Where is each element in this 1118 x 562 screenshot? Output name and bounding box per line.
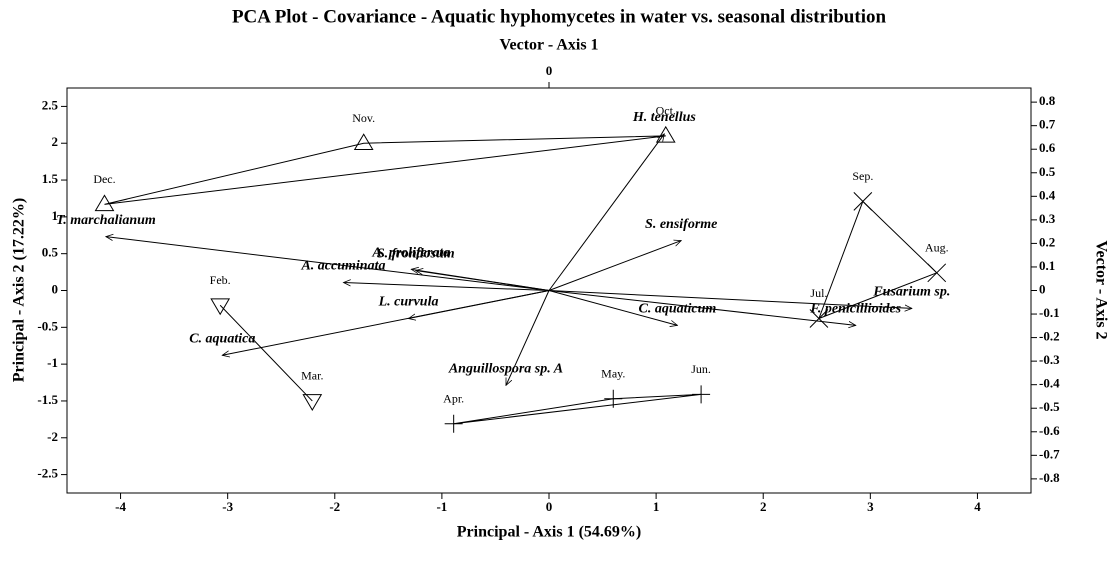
y-tick-label: 0.5 bbox=[42, 245, 59, 260]
y-tick-label: 2.5 bbox=[42, 97, 59, 112]
loading-vector bbox=[548, 290, 912, 309]
x-tick-label: -3 bbox=[222, 499, 233, 514]
y2-tick-label: -0.3 bbox=[1039, 352, 1060, 367]
y-tick-label: -2.5 bbox=[37, 466, 58, 481]
score-label: Aug. bbox=[925, 241, 949, 255]
loading-vector bbox=[548, 134, 664, 291]
season-outline bbox=[818, 200, 938, 320]
vector-label: F. penicillioides bbox=[809, 302, 901, 317]
x-axis-label: Principal - Axis 1 (54.69%) bbox=[457, 524, 641, 541]
y2-tick-label: 0.4 bbox=[1039, 187, 1056, 202]
y2-axis-label: Vector - Axis 2 bbox=[1092, 240, 1109, 339]
y-tick-label: -1 bbox=[47, 355, 58, 370]
score-point bbox=[692, 385, 711, 404]
score-label: Mar. bbox=[301, 369, 323, 383]
x-tick-label: 3 bbox=[867, 499, 874, 514]
y2-tick-label: 0.2 bbox=[1039, 234, 1055, 249]
vector-label: Fusarium sp. bbox=[872, 285, 950, 300]
season-outline bbox=[453, 393, 702, 425]
y-tick-label: 0 bbox=[52, 281, 59, 296]
y-tick-label: 1.5 bbox=[42, 171, 59, 186]
y2-tick-label: 0.3 bbox=[1039, 211, 1056, 226]
loading-vector bbox=[548, 241, 681, 291]
chart-title: PCA Plot - Covariance - Aquatic hyphomyc… bbox=[232, 6, 887, 27]
y2-tick-label: -0.1 bbox=[1039, 305, 1060, 320]
x-tick-label: -2 bbox=[329, 499, 340, 514]
vector-label: S. ensiforme bbox=[645, 217, 717, 232]
loading-vector bbox=[106, 237, 550, 291]
y2-tick-label: 0.6 bbox=[1039, 140, 1056, 155]
vector-label: C. aquatica bbox=[189, 331, 255, 346]
score-label: Apr. bbox=[443, 392, 464, 406]
season-outline bbox=[219, 304, 313, 402]
vector-label: A. accuminata bbox=[300, 259, 385, 274]
x-tick-label: 0 bbox=[546, 499, 553, 514]
score-point bbox=[853, 192, 873, 211]
x-tick-label: -4 bbox=[115, 499, 126, 514]
x2-axis-label: Vector - Axis 1 bbox=[499, 37, 598, 54]
x-tick-label: 4 bbox=[974, 499, 981, 514]
y-tick-label: -1.5 bbox=[37, 392, 58, 407]
y2-tick-label: -0.8 bbox=[1039, 470, 1060, 485]
score-point bbox=[302, 394, 323, 411]
score-point bbox=[809, 309, 829, 328]
x-tick-label: 1 bbox=[653, 499, 660, 514]
y2-tick-label: -0.4 bbox=[1039, 376, 1060, 391]
score-label: Jul. bbox=[810, 286, 827, 300]
y2-tick-label: 0 bbox=[1039, 281, 1046, 296]
loading-vector bbox=[505, 290, 550, 386]
loading-vector bbox=[343, 282, 550, 291]
loading-vector bbox=[548, 290, 677, 326]
x-tick-label: 2 bbox=[760, 499, 767, 514]
score-label: Feb. bbox=[210, 273, 231, 287]
y-tick-label: 2 bbox=[52, 134, 59, 149]
vector-label: H. tenellus bbox=[632, 110, 697, 125]
score-point bbox=[604, 389, 623, 408]
score-point bbox=[927, 263, 947, 283]
score-point bbox=[444, 414, 463, 433]
score-point bbox=[353, 133, 374, 151]
season-outline bbox=[104, 135, 666, 205]
loading-vector bbox=[548, 290, 856, 326]
x2-tick-label: 0 bbox=[546, 63, 553, 78]
vector-label: T. marchalianum bbox=[56, 213, 156, 228]
y-tick-label: -2 bbox=[47, 429, 58, 444]
y2-tick-label: -0.7 bbox=[1039, 446, 1060, 461]
score-label: Sep. bbox=[852, 169, 873, 183]
y2-tick-label: 0.7 bbox=[1039, 117, 1056, 132]
score-point bbox=[94, 194, 115, 212]
y-tick-label: -0.5 bbox=[37, 318, 58, 333]
vector-label: Anguillospora sp. A bbox=[448, 362, 563, 377]
vector-label: S. frondosum bbox=[377, 247, 455, 262]
loading-vector bbox=[416, 270, 550, 291]
y2-tick-label: -0.2 bbox=[1039, 329, 1060, 344]
y2-tick-label: 0.5 bbox=[1039, 164, 1056, 179]
y-axis-label: Principal - Axis 2 (17.22%) bbox=[11, 198, 28, 382]
vector-label: L. curvula bbox=[378, 295, 439, 310]
y2-tick-label: -0.6 bbox=[1039, 423, 1060, 438]
score-label: Oct. bbox=[656, 104, 676, 118]
y2-tick-label: -0.5 bbox=[1039, 399, 1060, 414]
loading-vector bbox=[222, 290, 550, 356]
y2-tick-label: 0.8 bbox=[1039, 93, 1056, 108]
score-label: May. bbox=[601, 366, 625, 380]
x-tick-label: -1 bbox=[436, 499, 447, 514]
score-label: Nov. bbox=[352, 111, 375, 125]
y-tick-label: 1 bbox=[52, 208, 59, 223]
vector-label: C. aquaticum bbox=[639, 302, 717, 317]
score-label: Jun. bbox=[691, 362, 711, 376]
y2-tick-label: 0.1 bbox=[1039, 258, 1055, 273]
score-label: Dec. bbox=[93, 172, 115, 186]
vector-label: A. proliferata bbox=[371, 246, 450, 261]
score-point bbox=[210, 298, 231, 316]
